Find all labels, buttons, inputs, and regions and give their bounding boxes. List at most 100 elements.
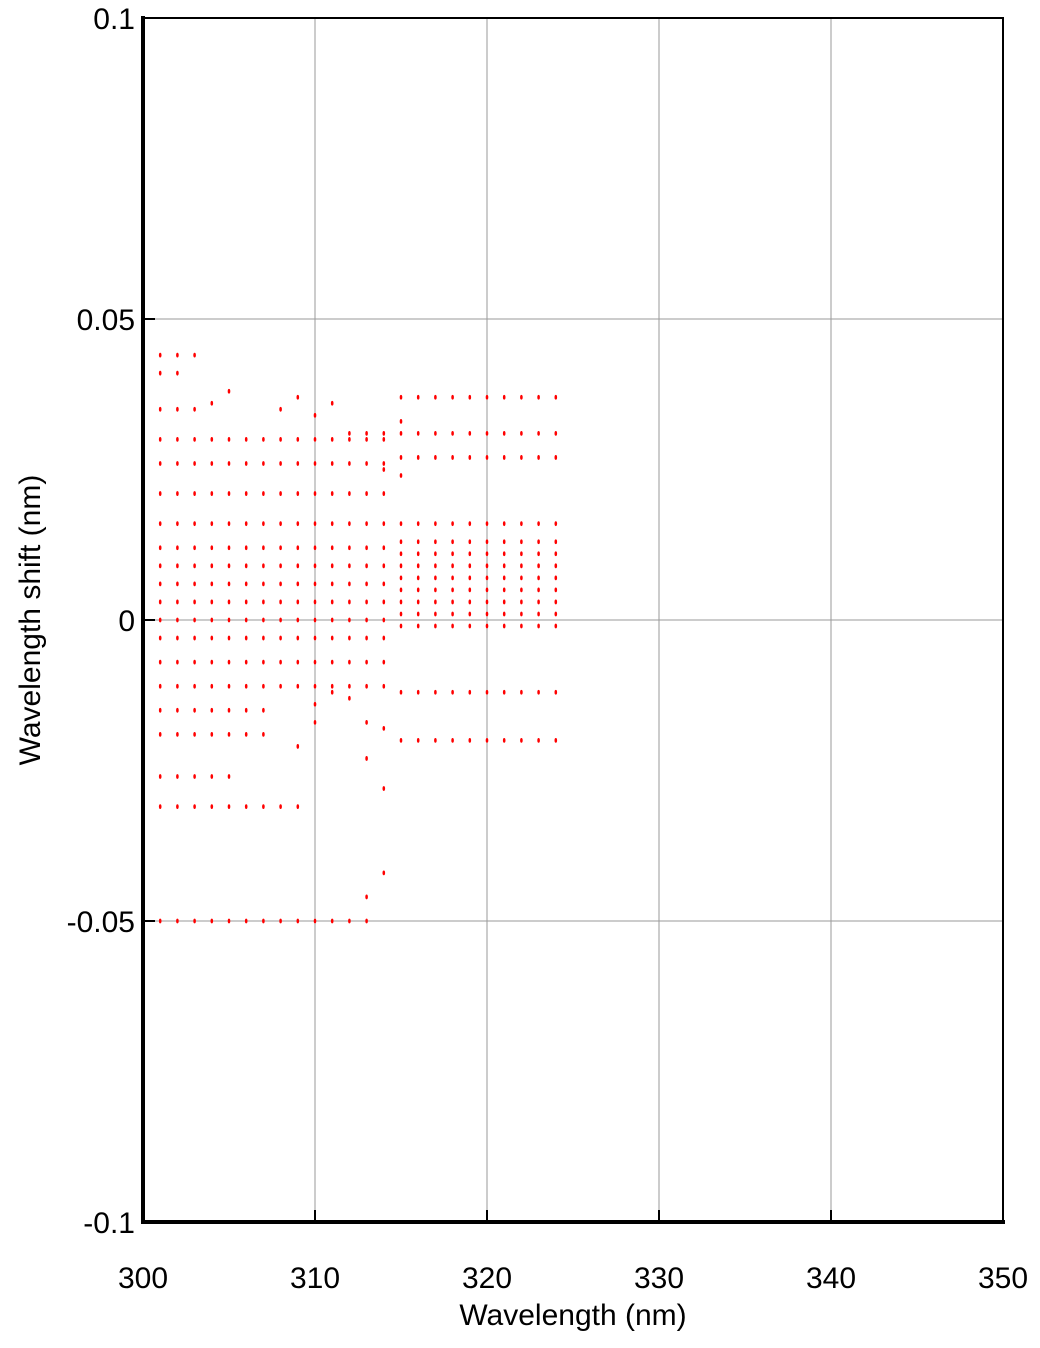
point [451,563,454,569]
point [176,545,179,551]
point [382,563,386,569]
point [434,623,437,629]
point [176,599,179,605]
point [537,623,540,629]
point [210,918,214,924]
point [468,738,472,743]
point [485,599,489,605]
point [485,394,489,400]
point [244,545,248,551]
point [468,430,472,436]
point [176,491,179,496]
point [451,611,454,617]
point [365,461,368,466]
point [365,581,368,587]
point [348,563,351,569]
point [330,461,334,466]
point [434,587,437,593]
point [348,695,351,701]
point [451,575,454,581]
point [399,430,403,436]
point [193,659,196,665]
point [279,599,282,605]
point [193,437,196,442]
point [537,575,540,581]
point [502,738,506,743]
point [210,635,214,641]
point [227,707,231,713]
point [399,611,403,617]
point [279,461,282,466]
point [348,617,351,623]
point [382,659,386,665]
x-tick-label: 330 [634,1262,684,1295]
point [227,617,231,623]
point [313,545,317,551]
point [193,491,196,496]
point [399,551,403,557]
point [158,707,162,713]
point [296,599,300,605]
point [468,521,472,527]
point [176,774,179,779]
y-tick-label: 0 [118,605,135,638]
point [382,437,386,442]
point [520,738,523,743]
point [176,707,179,713]
point [451,623,454,629]
point [330,491,334,496]
point [210,683,214,689]
point [262,461,265,466]
point [520,394,523,400]
point [365,617,368,623]
point [193,804,196,810]
point [502,430,506,436]
point [485,539,489,545]
point [520,430,523,436]
point [244,635,248,641]
point [554,539,558,545]
point [227,461,231,466]
point [468,611,472,617]
point [227,437,231,442]
point [468,689,472,695]
point [193,563,196,569]
point [468,539,472,545]
point [158,521,162,527]
point [193,774,196,779]
point [520,455,523,460]
point [416,539,420,545]
ticks: 300 310 320 330 340 350 -0.1 -0.05 0 0.05 0.1 [67,3,1028,1295]
point [434,455,437,460]
point [502,394,506,400]
point [210,461,214,466]
point [210,521,214,527]
point [330,918,334,924]
point [158,461,162,466]
point [279,635,282,641]
point [348,430,351,436]
point [244,683,248,689]
point [158,774,162,779]
point [296,635,300,641]
point [330,659,334,665]
point [434,611,437,617]
point [158,683,162,689]
point [313,437,317,442]
point [262,521,265,527]
point [227,388,231,394]
point [193,461,196,466]
point [279,437,282,442]
point [313,918,317,924]
point [348,635,351,641]
point [176,406,179,412]
point [554,521,558,527]
x-tick-label: 340 [806,1262,856,1295]
point [176,617,179,623]
point [537,611,540,617]
point [227,731,231,737]
point [399,623,403,629]
point [468,575,472,581]
point [227,635,231,641]
